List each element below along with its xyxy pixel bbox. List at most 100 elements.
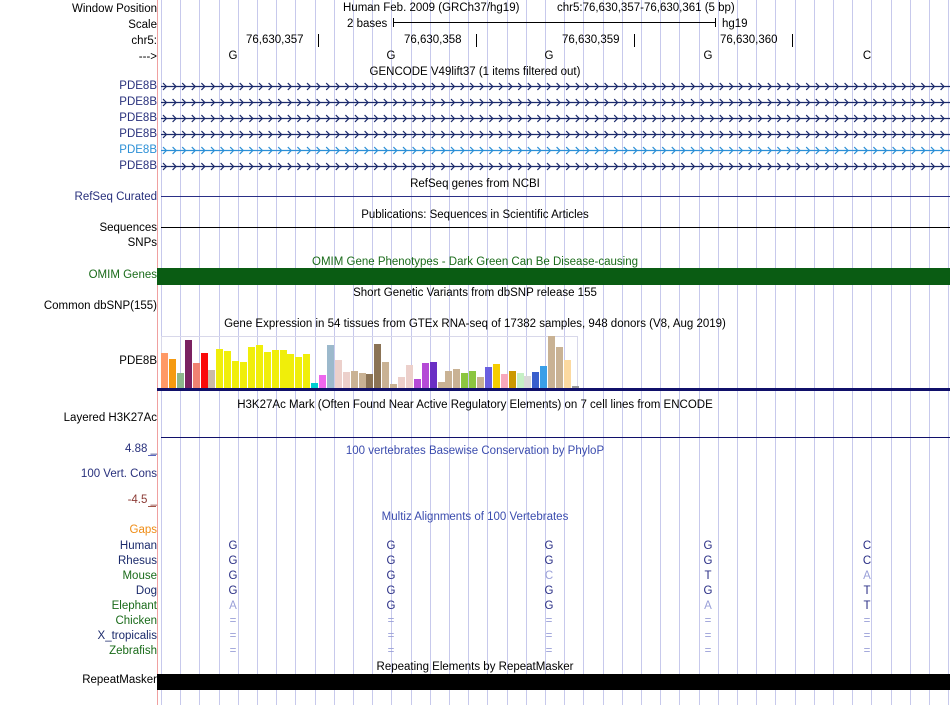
ruler-label: 76,630,357	[246, 34, 304, 46]
alignment-base: C	[862, 555, 872, 567]
ruler-label: 76,630,360	[720, 34, 778, 46]
label-gtex-gene[interactable]: PDE8B	[119, 355, 157, 367]
label-species-dog[interactable]: Dog	[135, 585, 157, 597]
alignment-base: G	[386, 600, 396, 612]
label-gencode-gene-4[interactable]: PDE8B	[119, 128, 157, 140]
gtex-tissue-bar[interactable]	[342, 371, 350, 388]
gtex-tissue-bar[interactable]	[295, 356, 303, 388]
gtex-tissue-bar[interactable]	[247, 346, 255, 388]
ruler-base-letter: G	[544, 50, 554, 62]
gtex-tissue-bar[interactable]	[429, 362, 437, 388]
label-common-dbsnp[interactable]: Common dbSNP(155)	[43, 300, 157, 312]
gtex-tissue-bar[interactable]	[255, 344, 263, 388]
alignment-base: G	[386, 555, 396, 567]
gtex-tissue-bar[interactable]	[224, 351, 232, 388]
gtex-tissue-bar[interactable]	[334, 359, 342, 388]
gtex-tissue-bar[interactable]	[366, 373, 374, 388]
gene-row-1[interactable]	[161, 81, 950, 92]
gtex-tissue-bar[interactable]	[326, 344, 334, 388]
gtex-tissue-bar[interactable]	[524, 376, 532, 388]
label-species-x-tropicalis[interactable]: X_tropicalis	[97, 630, 157, 642]
gtex-tissue-bar[interactable]	[161, 353, 168, 388]
gtex-tissue-bar[interactable]	[279, 350, 287, 388]
title-multiz: Multiz Alignments of 100 Vertebrates	[381, 511, 569, 523]
gtex-tissue-bar[interactable]	[405, 365, 413, 388]
gtex-tissue-bar[interactable]	[469, 370, 477, 388]
gtex-tissue-bar[interactable]	[548, 336, 556, 388]
gene-row-6[interactable]	[161, 161, 950, 172]
gtex-tissue-bar[interactable]	[445, 370, 453, 388]
label-repeatmasker[interactable]: RepeatMasker	[82, 674, 157, 686]
alignment-base: =	[863, 615, 871, 627]
gtex-tissue-bar[interactable]	[184, 340, 192, 388]
gtex-tissue-bar[interactable]	[208, 369, 216, 388]
label-gencode-gene-2[interactable]: PDE8B	[119, 96, 157, 108]
gene-row-3[interactable]	[161, 113, 950, 124]
label-gencode-gene-5[interactable]: PDE8B	[119, 144, 157, 156]
gtex-tissue-bar[interactable]	[358, 372, 366, 388]
refseq-rule	[161, 196, 950, 197]
label-refseq-curated[interactable]: RefSeq Curated	[74, 191, 157, 203]
gtex-tissue-bar[interactable]	[508, 370, 516, 388]
gtex-tissue-bar[interactable]	[271, 350, 279, 388]
gtex-tissue-bar[interactable]	[263, 352, 271, 388]
omim-gene-bar[interactable]	[157, 268, 950, 285]
label-omim-genes[interactable]: OMIM Genes	[88, 269, 157, 281]
assembly-short-text: hg19	[722, 18, 748, 30]
gtex-tissue-bar[interactable]	[413, 379, 421, 388]
label-species-rhesus[interactable]: Rhesus	[118, 555, 157, 567]
gtex-tissue-bar[interactable]	[240, 362, 247, 388]
gtex-tissue-bar[interactable]	[571, 385, 579, 388]
label-species-zebrafish[interactable]: Zebrafish	[109, 645, 157, 657]
title-phylop: 100 vertebrates Basewise Conservation by…	[345, 445, 605, 457]
gtex-tissue-bar[interactable]	[437, 381, 445, 388]
gtex-tissue-bar[interactable]	[350, 370, 358, 388]
gtex-tissue-bar[interactable]	[477, 377, 484, 388]
gtex-tissue-bar[interactable]	[192, 363, 200, 388]
gtex-tissue-bar[interactable]	[176, 372, 184, 388]
gtex-tissue-bar[interactable]	[311, 382, 319, 388]
gene-row-5[interactable]	[161, 145, 950, 156]
title-gencode: GENCODE V49lift37 (1 items filtered out)	[369, 66, 581, 78]
gtex-tissue-bar[interactable]	[319, 375, 326, 388]
gtex-tissue-bar[interactable]	[540, 366, 548, 388]
label-species-chicken[interactable]: Chicken	[115, 615, 157, 627]
label-cons-track[interactable]: 100 Vert. Cons	[80, 468, 157, 480]
gtex-tissue-bar[interactable]	[382, 362, 390, 388]
label-snps[interactable]: SNPs	[127, 237, 157, 249]
gtex-tissue-bar[interactable]	[453, 368, 461, 388]
gtex-tissue-bar[interactable]	[532, 371, 540, 388]
gtex-tissue-bar[interactable]	[168, 358, 176, 388]
gtex-tissue-bar[interactable]	[374, 343, 382, 388]
gene-row-2[interactable]	[161, 97, 950, 108]
gtex-tissue-bar[interactable]	[232, 360, 240, 388]
label-species-mouse[interactable]: Mouse	[122, 570, 157, 582]
label-layered-h3k27ac[interactable]: Layered H3K27Ac	[63, 412, 157, 424]
gtex-expression-chart[interactable]	[161, 336, 950, 388]
gtex-tissue-bar[interactable]	[563, 359, 571, 388]
label-sequences[interactable]: Sequences	[99, 222, 157, 234]
assembly-version-text: Human Feb. 2009 (GRCh37/hg19)	[343, 2, 520, 14]
gtex-tissue-bar[interactable]	[556, 346, 563, 388]
gtex-tissue-bar[interactable]	[492, 364, 500, 388]
gtex-tissue-bar[interactable]	[216, 349, 224, 388]
gtex-tissue-bar[interactable]	[287, 354, 295, 388]
gtex-tissue-bar[interactable]	[516, 372, 524, 388]
gtex-tissue-bar[interactable]	[398, 377, 405, 388]
gene-row-4[interactable]	[161, 129, 950, 140]
label-species-human[interactable]: Human	[119, 540, 157, 552]
alignment-base: =	[863, 645, 871, 657]
repeatmasker-bar[interactable]	[157, 674, 950, 690]
title-refseq: RefSeq genes from NCBI	[410, 178, 540, 190]
gtex-tissue-bar[interactable]	[200, 353, 208, 388]
label-gencode-gene-6[interactable]: PDE8B	[119, 160, 157, 172]
label-species-elephant[interactable]: Elephant	[111, 600, 157, 612]
gtex-tissue-bar[interactable]	[390, 383, 398, 388]
gtex-tissue-bar[interactable]	[461, 372, 469, 388]
label-gencode-gene-3[interactable]: PDE8B	[119, 112, 157, 124]
gtex-tissue-bar[interactable]	[500, 373, 508, 388]
gtex-tissue-bar[interactable]	[484, 367, 492, 388]
gtex-tissue-bar[interactable]	[421, 363, 429, 388]
gtex-tissue-bar[interactable]	[303, 354, 311, 388]
label-gencode-gene-1[interactable]: PDE8B	[119, 80, 157, 92]
